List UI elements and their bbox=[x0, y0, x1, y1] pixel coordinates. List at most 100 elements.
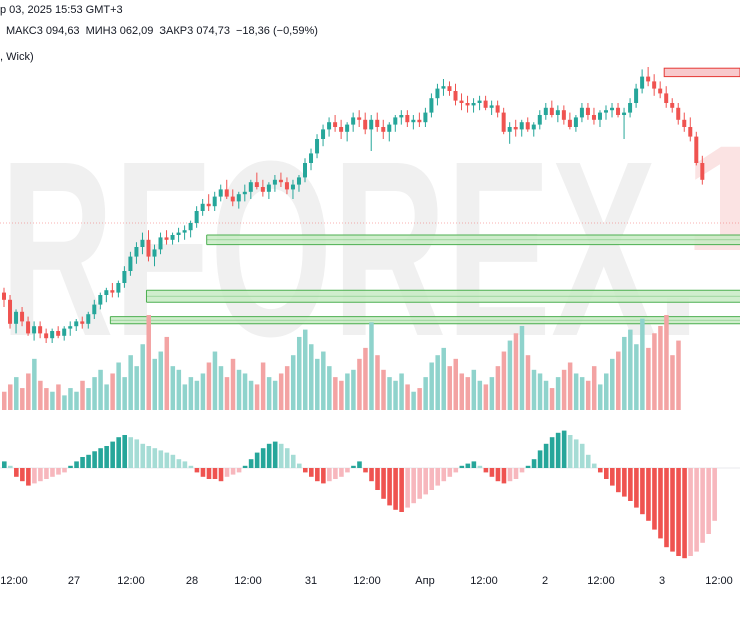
watermark: RFOREX.1 bbox=[0, 109, 740, 388]
oscillator-bar bbox=[453, 468, 459, 473]
candle-body bbox=[417, 119, 422, 123]
volume-bar bbox=[242, 373, 248, 410]
candle-body bbox=[682, 119, 687, 127]
oscillator-bar bbox=[182, 461, 188, 468]
candle-body bbox=[483, 100, 488, 108]
volume-bar bbox=[164, 336, 170, 410]
volume-bar bbox=[429, 362, 434, 410]
oscillator-bar bbox=[363, 468, 368, 473]
volume-bar bbox=[170, 366, 176, 410]
candle-body bbox=[206, 203, 211, 207]
oscillator-bar bbox=[549, 437, 555, 468]
oscillator-bar bbox=[369, 468, 374, 482]
volume-bar bbox=[122, 377, 127, 410]
oscillator-bar bbox=[86, 454, 91, 468]
candle-body bbox=[44, 333, 49, 339]
oscillator-bar bbox=[200, 468, 206, 477]
volume-bar bbox=[513, 333, 519, 410]
time-axis-label: 2 bbox=[542, 575, 548, 587]
candle-body bbox=[146, 239, 151, 257]
candle-body bbox=[230, 196, 235, 202]
volume-bar bbox=[152, 358, 157, 410]
time-axis[interactable]: 12:00 27 12:00 28 12:00 31 12:00 Апр 12:00 2 12:00… bbox=[0, 575, 733, 587]
candle-body bbox=[182, 230, 187, 233]
oscillator-bar bbox=[519, 468, 525, 473]
oscillator-bar bbox=[597, 468, 603, 473]
volume-bar bbox=[254, 384, 260, 410]
volume-bar bbox=[92, 377, 97, 410]
candle-body bbox=[700, 163, 705, 180]
oscillator-bar bbox=[543, 443, 549, 468]
candle-body bbox=[2, 292, 6, 300]
candle-body bbox=[585, 107, 590, 115]
oscillator-bar bbox=[525, 465, 531, 468]
candle-body bbox=[296, 177, 301, 185]
oscillator-bar bbox=[640, 468, 645, 515]
candle-body bbox=[525, 122, 530, 130]
volume-bar bbox=[56, 384, 61, 410]
candle-body bbox=[561, 110, 566, 120]
candle-body bbox=[549, 107, 554, 115]
oscillator-bar bbox=[531, 459, 537, 468]
volume-bar bbox=[74, 391, 79, 410]
volume-bar bbox=[146, 315, 151, 410]
candle-body bbox=[327, 122, 332, 130]
oscillator-bar bbox=[483, 468, 489, 473]
candle-body bbox=[309, 153, 314, 163]
volume-bar bbox=[327, 366, 332, 410]
oscillator-bar bbox=[501, 468, 507, 484]
volume-bar bbox=[519, 325, 525, 410]
ohlc-high-value: 3 094,63 bbox=[36, 25, 80, 37]
oscillator-bar bbox=[333, 468, 338, 479]
candle-body bbox=[507, 127, 512, 132]
candle-body bbox=[284, 182, 289, 190]
volume-bar bbox=[140, 344, 145, 410]
volume-bar bbox=[616, 351, 621, 410]
volume-bar bbox=[676, 340, 681, 410]
ohlc-readout: МАКС3 094,63 МИН3 062,09 ЗАКР3 074,73 −18,3… bbox=[6, 25, 318, 37]
oscillator-bar bbox=[50, 468, 55, 477]
candle-body bbox=[351, 117, 356, 125]
oscillator-bar bbox=[537, 450, 543, 468]
oscillator-bar bbox=[224, 468, 230, 477]
oscillator-bar bbox=[351, 465, 356, 468]
candle-body bbox=[176, 232, 181, 235]
volume-bar bbox=[158, 351, 164, 410]
time-axis-label: 12:00 bbox=[234, 575, 262, 587]
time-axis-label: 12:00 bbox=[353, 575, 381, 587]
oscillator-bar bbox=[230, 468, 236, 475]
candle-body bbox=[303, 163, 307, 178]
volume-bar bbox=[646, 347, 651, 410]
oscillator-bar bbox=[441, 468, 447, 482]
oscillator-bar bbox=[339, 468, 344, 477]
candle-body bbox=[519, 122, 524, 130]
oscillator-bar bbox=[116, 437, 121, 468]
oscillator-bar bbox=[248, 459, 254, 468]
oscillator-bar bbox=[477, 465, 483, 468]
indicator-legend-text: , Wick) bbox=[0, 51, 34, 63]
candle-body bbox=[447, 86, 452, 91]
candle-body bbox=[224, 189, 229, 197]
ohlc-close-label: ЗАКР bbox=[159, 25, 188, 37]
volume-bar bbox=[435, 355, 440, 410]
volume-bar bbox=[640, 318, 645, 410]
volume-bar bbox=[303, 329, 308, 410]
volume-bar bbox=[501, 351, 507, 410]
volume-bar bbox=[405, 384, 410, 410]
oscillator-bar bbox=[32, 468, 37, 484]
indicator-legend[interactable]: , Wick) bbox=[0, 51, 34, 63]
candle-body bbox=[670, 103, 675, 108]
candle-body bbox=[459, 100, 464, 103]
candle-body bbox=[423, 112, 428, 123]
oscillator-bar bbox=[44, 468, 49, 479]
candle-body bbox=[80, 321, 85, 324]
price-change: −18,36 (−0,59%) bbox=[235, 25, 318, 37]
oscillator-bar bbox=[616, 468, 621, 493]
volume-bar bbox=[622, 336, 627, 410]
candle-body bbox=[610, 107, 615, 111]
volume-bar bbox=[531, 369, 537, 410]
oscillator-bar bbox=[471, 461, 477, 468]
volume-bar bbox=[182, 384, 188, 410]
volume-bar bbox=[579, 377, 585, 410]
